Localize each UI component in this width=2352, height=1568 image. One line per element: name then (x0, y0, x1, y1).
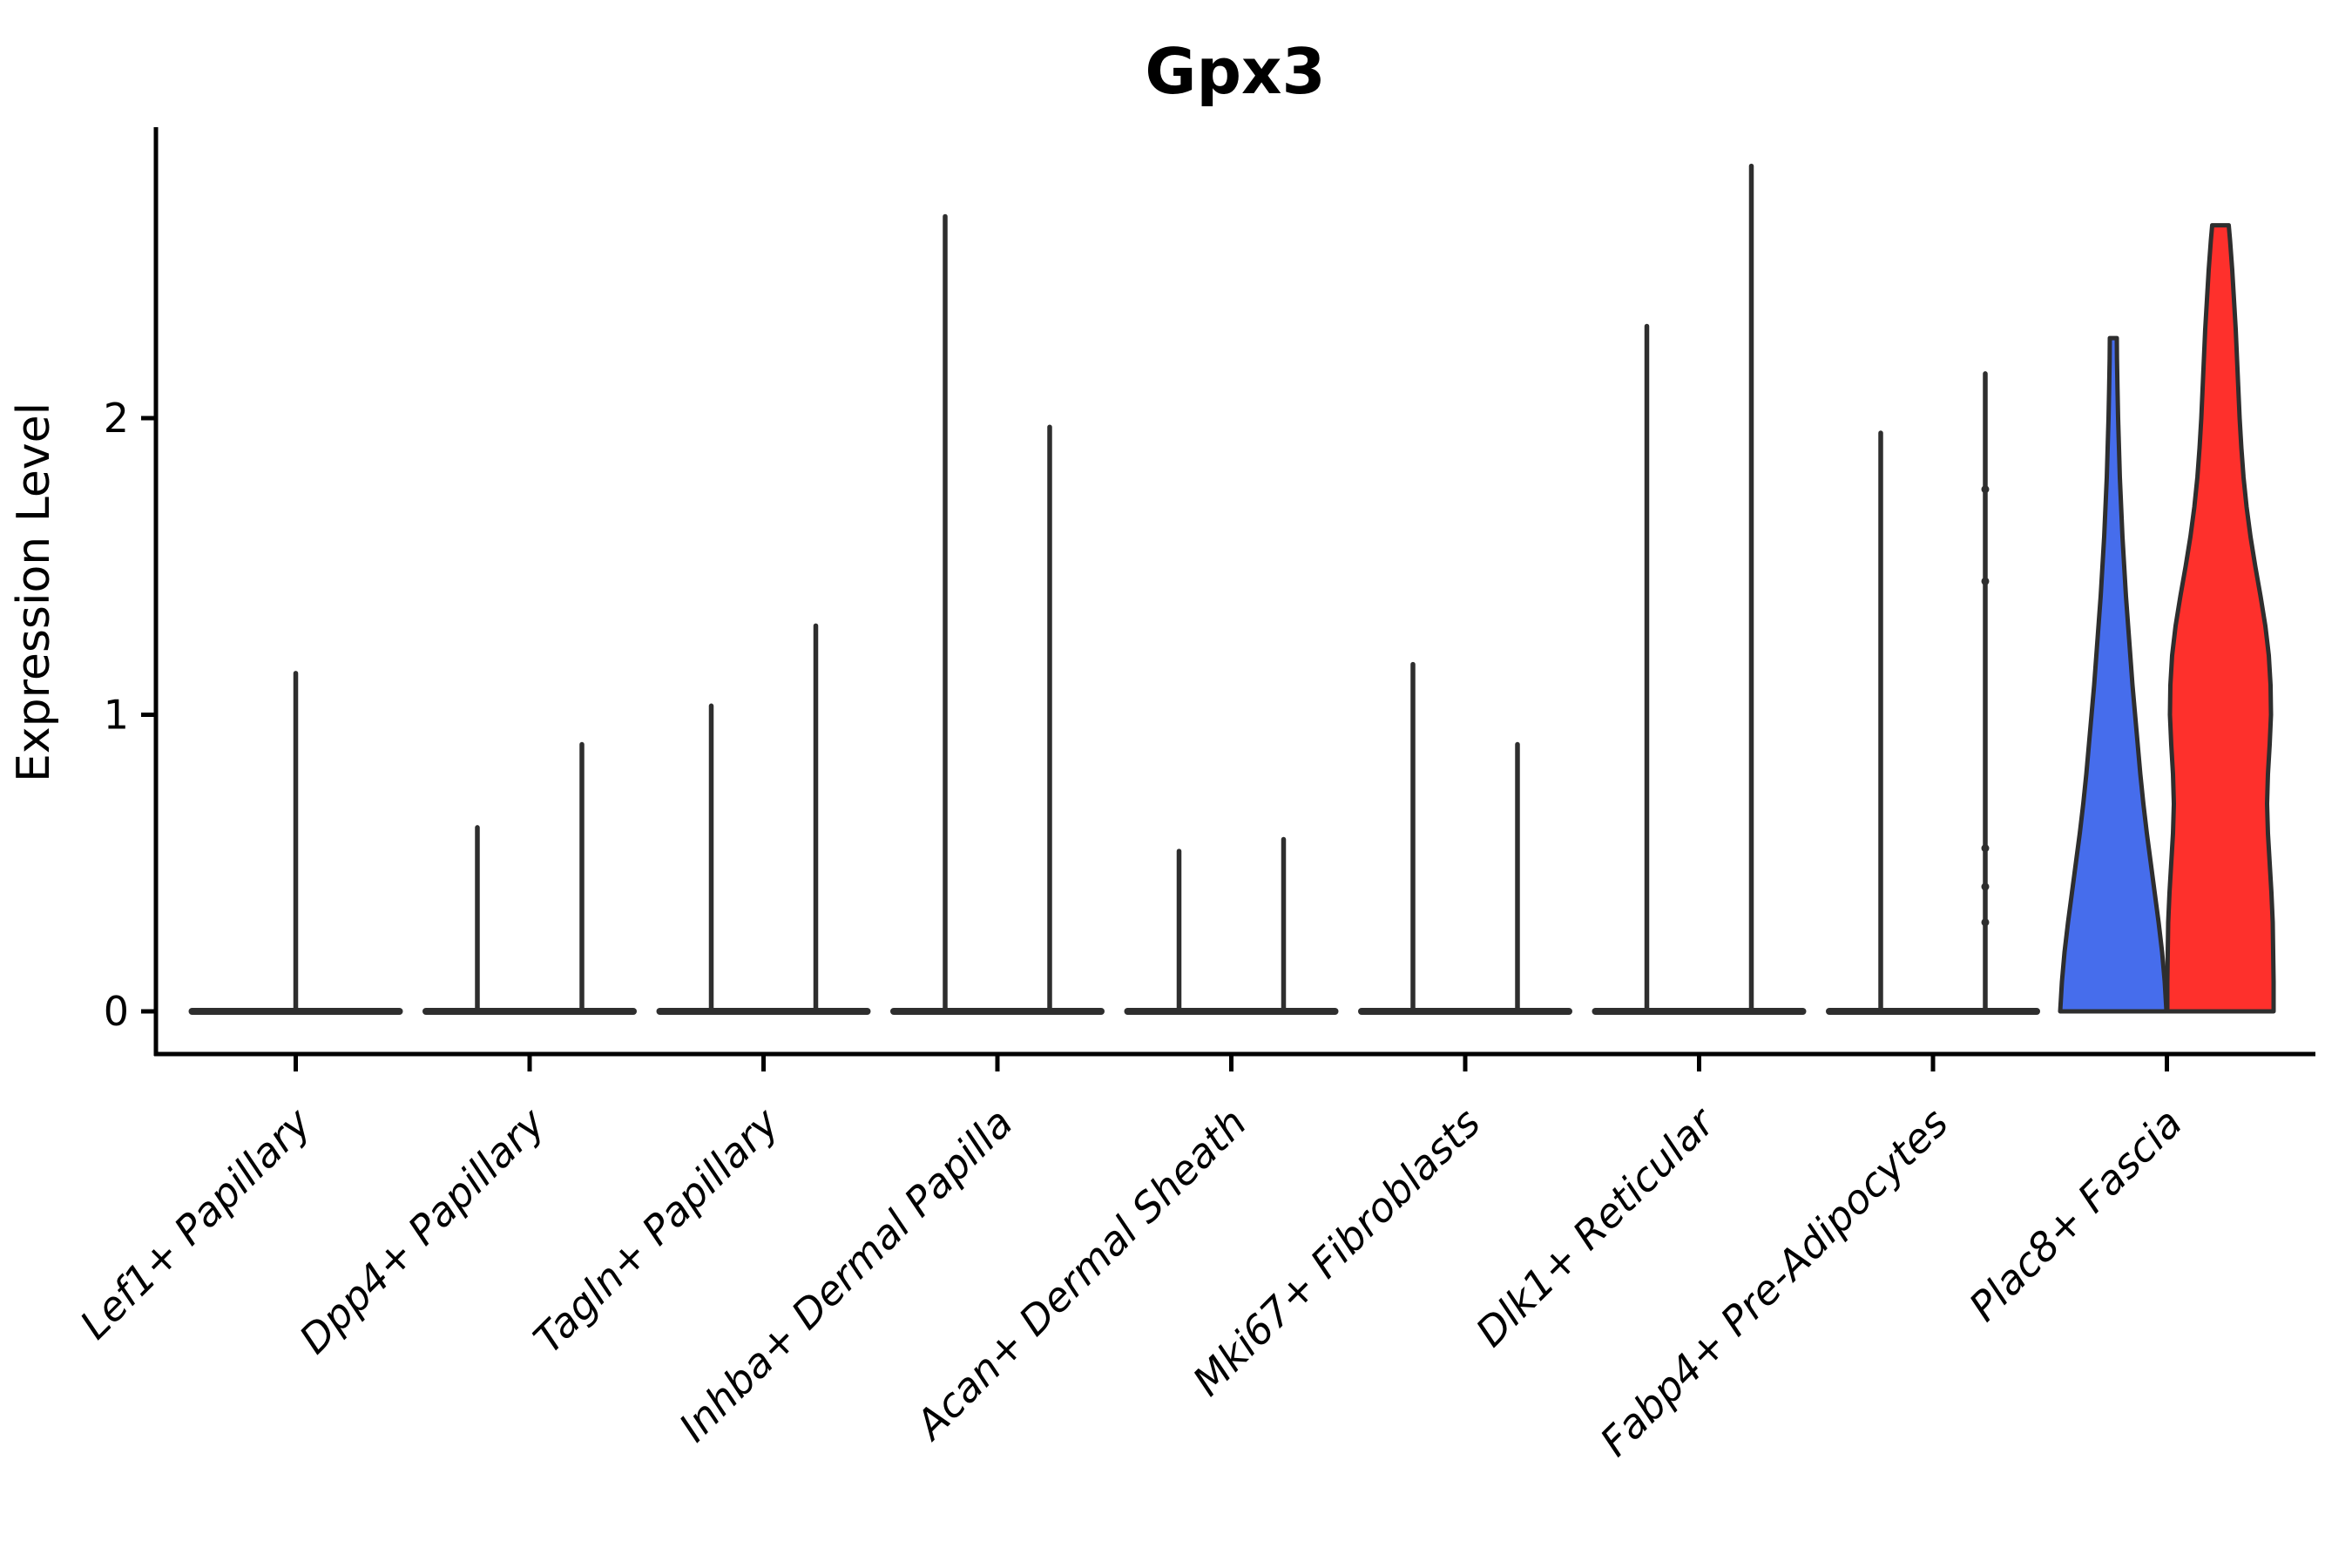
x-category-label: Dpp4+ Papillary (290, 1098, 554, 1362)
jitter-point (1981, 844, 1990, 853)
jitter-point (1981, 485, 1990, 494)
jitter-point (1981, 577, 1990, 585)
jitter-point (1981, 882, 1990, 891)
axes (153, 127, 2315, 1057)
y-tick-group: 0 1 2 (104, 395, 156, 1035)
y-tick-label: 0 (104, 988, 129, 1035)
y-axis-label: Expression Level (8, 402, 60, 782)
y-tick-label: 2 (104, 395, 129, 442)
y-tick-label: 1 (104, 692, 129, 739)
x-category-label: Plac8+ Fascia (1960, 1099, 2191, 1330)
red-violin (2165, 223, 2276, 1014)
blue-violin (2058, 335, 2169, 1014)
x-category-label: Dlk1+ Reticular (1467, 1097, 1726, 1355)
x-category-label: Lef1+ Papillary (71, 1098, 320, 1348)
violin-series (188, 163, 2276, 1015)
chart-title: Gpx3 (1145, 35, 1325, 108)
x-category-label: Tagln+ Papillary (524, 1098, 788, 1362)
jitter-point (1981, 918, 1990, 927)
